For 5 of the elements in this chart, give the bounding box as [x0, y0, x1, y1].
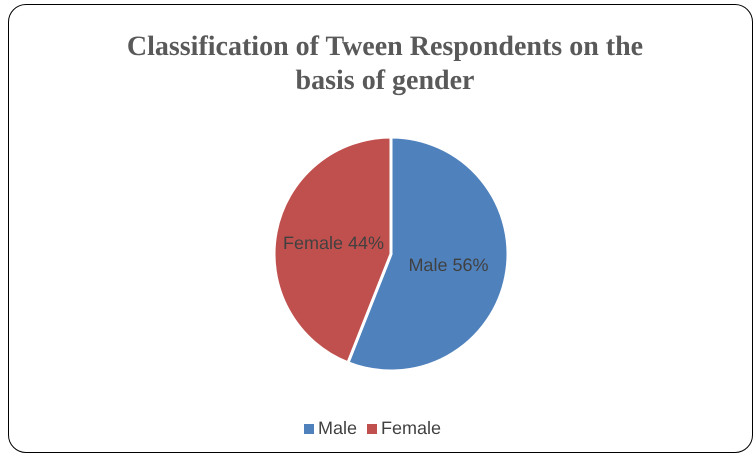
- chart-title: Classification of Tween Respondents on the basis of gender: [126, 30, 644, 98]
- data-label: Male 56%: [408, 254, 488, 275]
- legend-label: Female: [380, 418, 442, 438]
- data-label: Female 44%: [283, 233, 384, 254]
- legend-label: Male: [318, 418, 357, 438]
